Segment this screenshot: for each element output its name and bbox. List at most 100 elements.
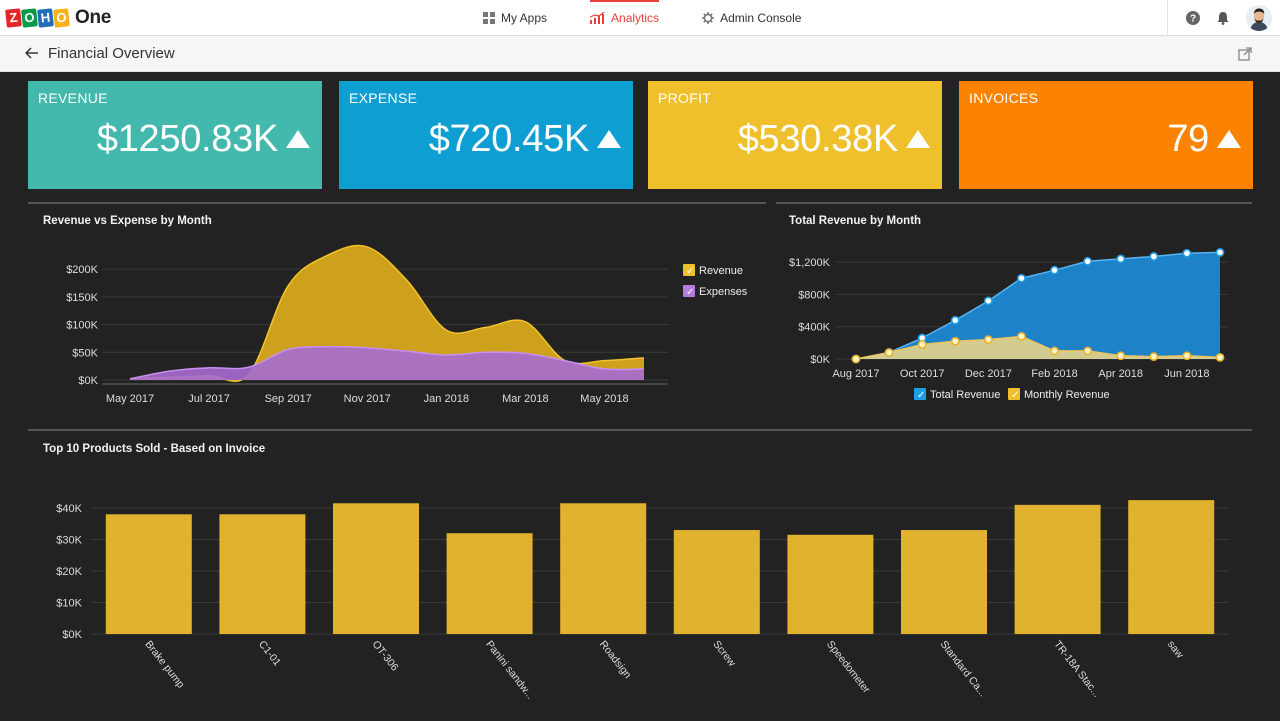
x-tick-label: OT-306	[370, 638, 401, 673]
top-navigation-bar: Z O H O One My Apps Analytics	[0, 0, 1280, 36]
top-products-chart[interactable]: $40K $30K $20K $10K $0K Brake pump C1-01 OT-306…	[28, 490, 1258, 718]
total-revenue-point	[1149, 252, 1159, 261]
kpi-card-expense[interactable]: EXPENSE $720.45K	[339, 81, 633, 189]
logo-letter: O	[53, 8, 70, 28]
trend-up-icon	[1217, 130, 1241, 148]
x-tick-label: TR-18A Stac...	[1051, 638, 1102, 699]
bar	[560, 503, 647, 634]
bell-icon[interactable]	[1215, 10, 1231, 26]
y-tick-label: $30K	[56, 535, 82, 547]
legend-swatch	[683, 285, 695, 297]
kpi-card-profit[interactable]: PROFIT $530.38K	[648, 81, 942, 189]
help-icon[interactable]: ?	[1185, 10, 1201, 26]
bar	[219, 514, 306, 634]
monthly-revenue-point	[1149, 352, 1159, 361]
total-revenue-point	[983, 296, 993, 306]
monthly-revenue-area	[856, 336, 1220, 359]
kpi-label: INVOICES	[969, 90, 1039, 106]
monthly-revenue-point	[1017, 331, 1026, 341]
kpi-value: $530.38K	[737, 118, 899, 160]
nav-admin-console[interactable]: Admin Console	[702, 0, 801, 36]
y-tick-label: $150K	[66, 292, 98, 304]
header-actions: ?	[1167, 0, 1280, 36]
legend-label: Expenses	[699, 286, 748, 298]
x-tick-label: Jun 2018	[1164, 368, 1209, 380]
chart-title: Total Revenue by Month	[789, 215, 922, 227]
x-tick-label: Apr 2018	[1098, 368, 1143, 380]
legend-label: Total Revenue	[930, 389, 1000, 401]
x-tick-label: May 2017	[106, 393, 154, 405]
sub-header: Financial Overview	[0, 36, 1280, 72]
monthly-revenue-point	[917, 340, 927, 349]
x-tick-label: Aug 2017	[832, 368, 879, 380]
gear-icon	[702, 12, 715, 24]
legend-check-icon: ✓	[686, 266, 694, 277]
total-revenue-point	[1116, 254, 1126, 264]
bar	[105, 514, 192, 634]
y-tick-label: $100K	[66, 320, 98, 332]
expenses-line	[129, 345, 645, 380]
y-tick-label: $0K	[810, 354, 830, 366]
nav-label: Analytics	[611, 11, 660, 25]
page-title: Financial Overview	[48, 45, 175, 62]
bar	[446, 533, 533, 634]
zoho-one-logo[interactable]: Z O H O One	[5, 7, 112, 29]
x-tick-label: Dec 2017	[965, 368, 1012, 380]
kpi-label: PROFIT	[658, 90, 712, 106]
chart-icon	[590, 12, 605, 24]
x-tick-label: Standard Ca...	[938, 638, 989, 699]
logo-product-name: One	[75, 7, 112, 28]
kpi-value: 79	[1167, 118, 1209, 160]
x-tick-label: C1-01	[256, 638, 283, 668]
x-tick-label: Mar 2018	[502, 393, 548, 405]
x-tick-label: May 2018	[580, 393, 628, 405]
monthly-revenue-point	[1050, 346, 1059, 356]
kpi-card-revenue[interactable]: REVENUE $1250.83K	[28, 81, 322, 189]
total-revenue-point	[950, 315, 960, 325]
y-tick-label: $800K	[798, 289, 830, 301]
x-tick-label: Speedometer	[824, 638, 873, 695]
bar	[1014, 504, 1101, 634]
revenue-area	[130, 245, 644, 382]
avatar[interactable]	[1246, 5, 1272, 31]
monthly-revenue-point	[1215, 352, 1225, 362]
kpi-label: REVENUE	[38, 90, 108, 106]
y-tick-label: $20K	[56, 566, 82, 578]
monthly-revenue-point	[884, 348, 894, 357]
svg-text:?: ?	[1190, 14, 1196, 25]
x-tick-label: Jul 2017	[188, 393, 230, 405]
kpi-label: EXPENSE	[349, 90, 418, 106]
kpi-value: $1250.83K	[96, 118, 278, 160]
arrow-left-icon[interactable]	[25, 46, 39, 60]
y-tick-label: $40K	[56, 503, 82, 515]
nav-my-apps[interactable]: My Apps	[483, 0, 547, 36]
bar	[333, 503, 419, 634]
total-revenue-line	[855, 251, 1221, 360]
panel-divider	[776, 202, 1252, 204]
total-revenue-area	[856, 252, 1220, 359]
panel-divider	[28, 429, 1252, 431]
legend-check-icon: ✓	[686, 287, 694, 298]
trend-up-icon	[597, 130, 621, 148]
x-tick-label: Jan 2018	[424, 393, 469, 405]
total-revenue-point	[1050, 265, 1059, 275]
monthly-revenue-point	[950, 336, 960, 346]
logo-letter: Z	[5, 8, 22, 28]
external-link-icon[interactable]	[1238, 47, 1252, 61]
kpi-value: $720.45K	[428, 118, 590, 160]
chart-title: Revenue vs Expense by Month	[43, 215, 212, 227]
y-tick-label: $0K	[62, 629, 82, 641]
revenue-vs-expense-chart[interactable]: $200K $150K $100K $50K $0K May 2017 Jul 2017 Se…	[28, 240, 768, 420]
x-tick-label: Brake pump	[142, 638, 186, 690]
monthly-revenue-line	[855, 335, 1221, 360]
logo-letter: H	[37, 8, 54, 28]
x-tick-label: Feb 2018	[1031, 368, 1077, 380]
kpi-card-invoices[interactable]: INVOICES 79	[959, 81, 1253, 189]
nav-analytics[interactable]: Analytics	[590, 0, 660, 36]
legend-label: Revenue	[699, 265, 743, 277]
y-tick-label: $50K	[72, 347, 98, 359]
expenses-area	[130, 346, 644, 380]
legend-check-icon: ✓	[917, 390, 925, 401]
bar	[787, 534, 874, 634]
